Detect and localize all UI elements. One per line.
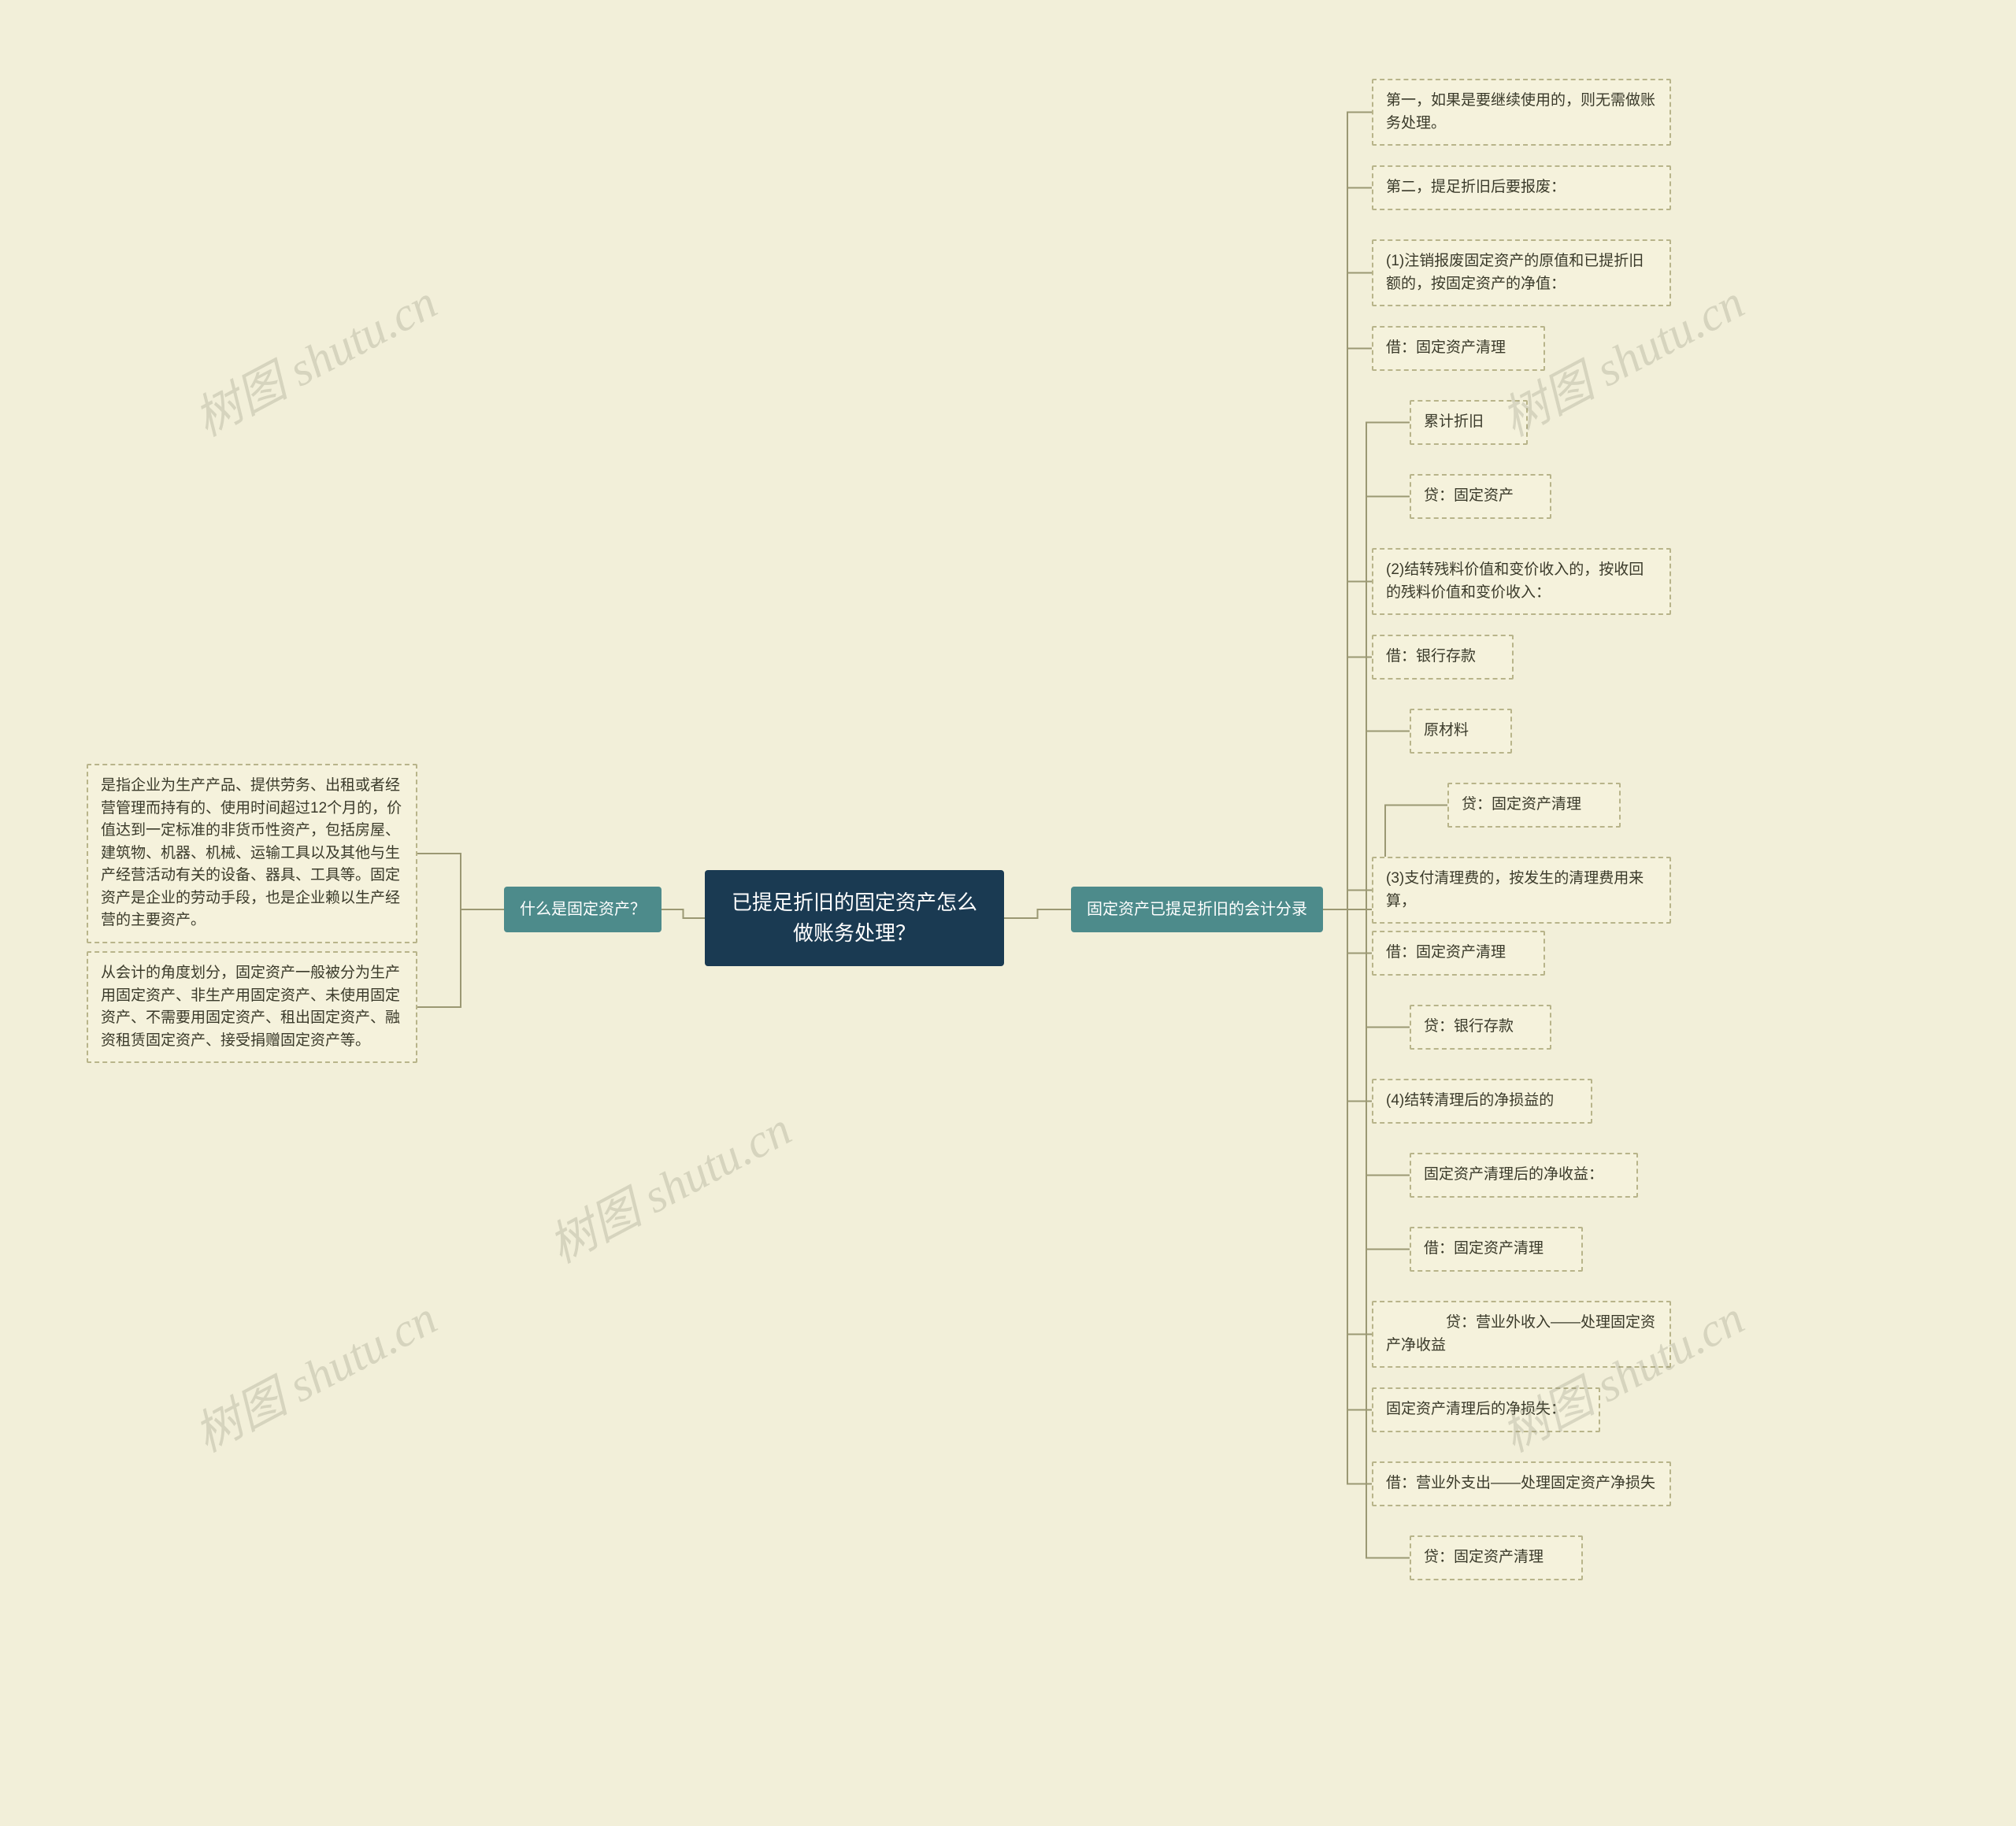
leaf-right-5: 贷：固定资产	[1410, 474, 1551, 519]
leaf-right-13: (4)结转清理后的净损益的	[1372, 1079, 1592, 1124]
branch-right: 固定资产已提足折旧的会计分录	[1071, 887, 1323, 932]
leaf-right-19: 贷：固定资产清理	[1410, 1535, 1583, 1580]
leaf-right-1: 第二，提足折旧后要报废：	[1372, 165, 1671, 210]
leaf-right-7: 借：银行存款	[1372, 635, 1514, 680]
leaf-left-1: 从会计的角度划分，固定资产一般被分为生产用固定资产、非生产用固定资产、未使用固定…	[87, 951, 417, 1063]
leaf-right-6: (2)结转残料价值和变价收入的，按收回的残料价值和变价收入：	[1372, 548, 1671, 615]
branch-left: 什么是固定资产？	[504, 887, 662, 932]
leaf-right-18: 借：营业外支出——处理固定资产净损失	[1372, 1461, 1671, 1506]
watermark: 树图 shutu.cn	[180, 265, 447, 450]
leaf-right-12: 贷：银行存款	[1410, 1005, 1551, 1050]
leaf-right-11: 借：固定资产清理	[1372, 931, 1545, 976]
leaf-right-4: 累计折旧	[1410, 400, 1528, 445]
leaf-right-8: 原材料	[1410, 709, 1512, 754]
leaf-right-17: 固定资产清理后的净损失：	[1372, 1387, 1600, 1432]
watermark: 树图 shutu.cn	[180, 1280, 447, 1465]
leaf-right-10: (3)支付清理费的，按发生的清理费用来算，	[1372, 857, 1671, 924]
leaf-right-15: 借：固定资产清理	[1410, 1227, 1583, 1272]
leaf-right-16: 贷：营业外收入——处理固定资产净收益	[1372, 1301, 1671, 1368]
watermark: 树图 shutu.cn	[535, 1091, 801, 1276]
leaf-right-0: 第一，如果是要继续使用的，则无需做账务处理。	[1372, 79, 1671, 146]
leaf-left-0: 是指企业为生产产品、提供劳务、出租或者经营管理而持有的、使用时间超过12个月的，…	[87, 764, 417, 943]
leaf-right-3: 借：固定资产清理	[1372, 326, 1545, 371]
leaf-right-2: (1)注销报废固定资产的原值和已提折旧额的，按固定资产的净值：	[1372, 239, 1671, 306]
leaf-right-14: 固定资产清理后的净收益：	[1410, 1153, 1638, 1198]
leaf-right-9: 贷：固定资产清理	[1447, 783, 1621, 828]
root-node: 已提足折旧的固定资产怎么做账务处理？	[705, 870, 1004, 966]
